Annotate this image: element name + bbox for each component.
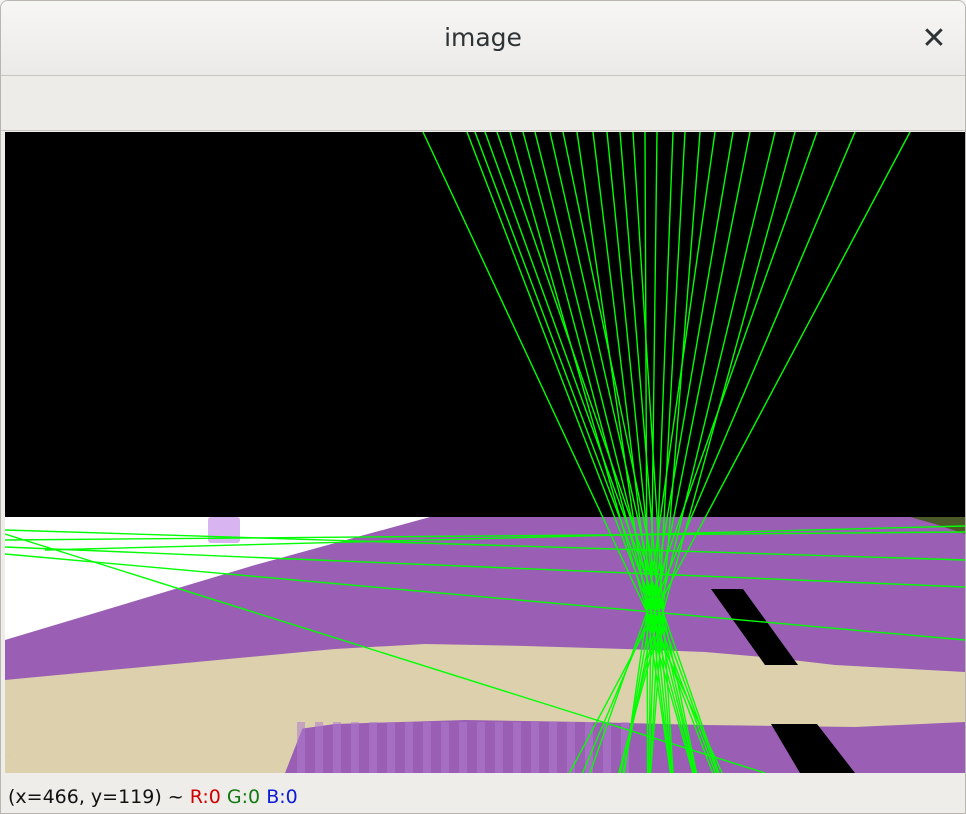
lane-marking-1 <box>711 589 798 665</box>
lane-marking-2 <box>771 724 855 773</box>
status-red-value: R:0 <box>189 786 221 808</box>
detected-line <box>581 132 856 773</box>
window-title: image <box>444 23 522 52</box>
detected-line <box>622 132 751 773</box>
detected-line <box>622 132 734 773</box>
top-right-object <box>910 517 965 534</box>
detected-line <box>606 132 672 773</box>
detected-line <box>568 132 911 773</box>
detected-line <box>576 132 672 773</box>
detected-line <box>619 132 776 773</box>
fence-stripes <box>297 722 629 773</box>
detected-line <box>534 132 696 773</box>
status-bar: (x=466, y=119) ~ R:0 G:0 B:0 <box>1 782 965 813</box>
purple-post <box>208 517 240 543</box>
detected-line <box>562 132 698 773</box>
sky-region <box>5 132 965 517</box>
detected-line <box>509 132 694 773</box>
detected-line <box>549 132 697 773</box>
detected-line <box>648 132 658 773</box>
toolbar <box>1 76 965 131</box>
image-canvas[interactable] <box>5 132 965 773</box>
status-coords: (x=466, y=119) ~ <box>8 786 190 808</box>
close-icon[interactable]: ✕ <box>921 20 947 56</box>
detected-line <box>644 132 649 773</box>
status-blue-value: B:0 <box>266 786 298 808</box>
detected-line <box>649 132 701 773</box>
title-bar: image ✕ <box>1 1 965 76</box>
detected-line <box>5 531 965 541</box>
curb-region <box>5 722 305 773</box>
detected-line <box>474 132 717 773</box>
detected-line <box>5 553 965 641</box>
detected-line <box>648 132 674 773</box>
detected-lines <box>5 132 965 773</box>
detected-line <box>5 529 965 561</box>
detected-line <box>522 132 695 773</box>
detected-line <box>5 546 965 588</box>
detected-line <box>649 132 686 773</box>
detected-line <box>592 132 672 773</box>
detected-line <box>618 132 796 773</box>
detected-line <box>5 533 766 773</box>
detected-line <box>623 132 716 773</box>
detected-line <box>44 525 965 551</box>
status-green-value: G:0 <box>226 786 261 808</box>
